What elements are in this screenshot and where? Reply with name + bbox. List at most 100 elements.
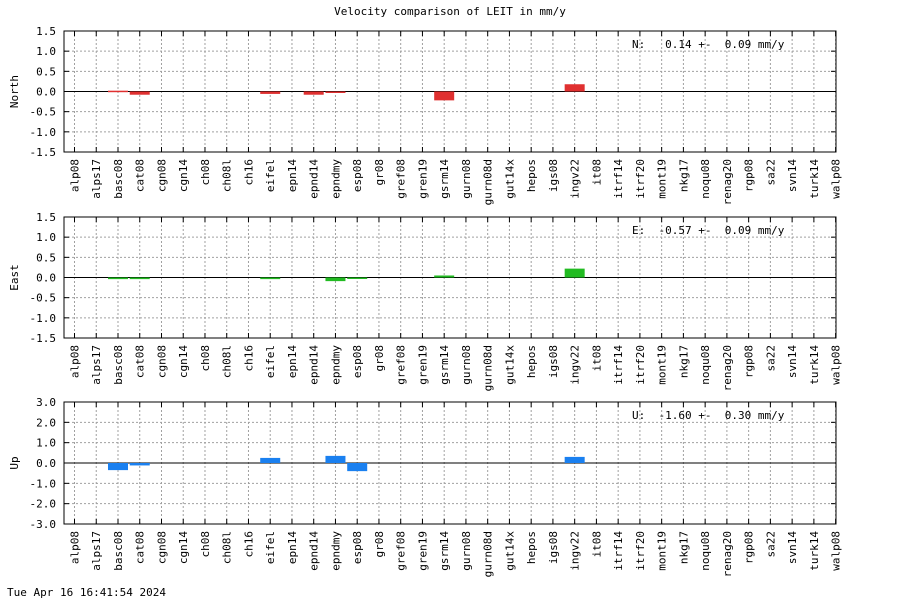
x-tick-label: epn14 — [286, 531, 299, 564]
bar — [260, 457, 281, 463]
x-tick-label: sa22 — [764, 159, 777, 186]
x-tick-label: ch08l — [221, 159, 234, 192]
x-tick-label: ch16 — [242, 531, 255, 558]
x-tick-label: gref08 — [395, 531, 408, 571]
y-tick-label: -1.0 — [30, 312, 57, 325]
x-tick-label: itrf14 — [612, 531, 625, 571]
x-tick-label: turk14 — [808, 159, 821, 199]
x-tick-label: alp08 — [69, 531, 82, 564]
x-tick-label: mont19 — [656, 159, 669, 199]
bar — [347, 463, 368, 472]
x-tick-label: gut14x — [503, 531, 516, 571]
y-axis-label: North — [8, 75, 21, 108]
x-tick-label: itrf20 — [634, 159, 647, 199]
x-tick-label: turk14 — [808, 531, 821, 571]
y-tick-label: 2.0 — [36, 416, 56, 429]
x-tick-label: mont19 — [656, 345, 669, 385]
y-tick-label: -0.5 — [30, 292, 57, 305]
x-tick-label: nkg17 — [677, 159, 690, 192]
x-tick-label: it08 — [590, 345, 603, 372]
x-tick-label: basc08 — [112, 531, 125, 571]
y-tick-label: 0.0 — [36, 457, 56, 470]
x-tick-label: itrf14 — [612, 345, 625, 385]
x-tick-label: gref08 — [395, 345, 408, 385]
x-tick-label: renag20 — [721, 159, 734, 205]
x-tick-label: eifel — [264, 159, 277, 192]
x-tick-label: gurn08d — [482, 159, 495, 205]
y-tick-label: 0.5 — [36, 251, 56, 264]
bar — [107, 277, 128, 280]
bar — [325, 455, 346, 463]
x-tick-label: gref08 — [395, 159, 408, 199]
x-tick-label: epn14 — [286, 345, 299, 378]
y-tick-label: 0.0 — [36, 86, 56, 99]
y-tick-label: -0.5 — [30, 106, 57, 119]
stats-annotation: N: 0.14 +- 0.09 mm/y — [632, 38, 785, 51]
stats-annotation: E: -0.57 +- 0.09 mm/y — [632, 224, 785, 237]
x-tick-label: svn14 — [786, 159, 799, 192]
x-tick-label: epn14 — [286, 159, 299, 192]
x-tick-label: renag20 — [721, 531, 734, 577]
x-tick-label: gren19 — [416, 345, 429, 385]
x-tick-label: igs08 — [547, 159, 560, 192]
x-tick-label: mont19 — [656, 531, 669, 571]
x-tick-label: cat08 — [134, 531, 147, 564]
bar — [564, 268, 585, 278]
x-tick-label: ch08l — [221, 531, 234, 564]
x-tick-label: cgn08 — [155, 159, 168, 192]
bar — [129, 91, 150, 95]
x-tick-label: gsrm14 — [438, 159, 451, 199]
x-tick-label: epnd14 — [308, 345, 321, 385]
bar — [260, 277, 281, 280]
x-tick-label: gurn08 — [460, 159, 473, 199]
x-tick-label: itrf20 — [634, 345, 647, 385]
x-tick-label: gren19 — [416, 531, 429, 571]
bar — [347, 277, 368, 279]
x-tick-label: walp08 — [830, 531, 843, 571]
bar — [107, 90, 128, 93]
x-tick-label: epndmy — [329, 345, 342, 385]
bar — [434, 91, 455, 101]
x-tick-label: rgp08 — [743, 345, 756, 378]
x-tick-label: gr08 — [373, 345, 386, 372]
bar — [325, 91, 346, 93]
x-tick-label: walp08 — [830, 159, 843, 199]
x-tick-label: alps17 — [90, 345, 103, 385]
bar — [564, 456, 585, 463]
bar — [325, 277, 346, 282]
x-tick-label: gurn08d — [482, 345, 495, 391]
x-tick-label: gurn08 — [460, 531, 473, 571]
x-tick-label: gren19 — [416, 159, 429, 199]
x-tick-label: cat08 — [134, 159, 147, 192]
x-tick-label: turk14 — [808, 345, 821, 385]
x-tick-label: esp08 — [351, 159, 364, 192]
x-tick-label: cgn08 — [155, 531, 168, 564]
x-tick-label: cgn14 — [177, 159, 190, 192]
plot-frame — [63, 30, 837, 153]
bar — [434, 275, 455, 278]
x-tick-label: noqu08 — [699, 159, 712, 199]
x-tick-label: epndmy — [329, 531, 342, 571]
y-tick-label: 0.5 — [36, 65, 56, 78]
x-tick-label: gurn08 — [460, 345, 473, 385]
x-tick-label: itrf14 — [612, 159, 625, 199]
y-tick-label: 3.0 — [36, 396, 56, 409]
y-axis-label: East — [8, 264, 21, 291]
plot-frame — [63, 401, 837, 525]
bar — [303, 91, 324, 95]
x-tick-label: cgn14 — [177, 345, 190, 378]
x-tick-label: eifel — [264, 531, 277, 564]
bar — [564, 84, 585, 92]
y-tick-label: 0.0 — [36, 272, 56, 285]
x-tick-label: it08 — [590, 531, 603, 558]
x-tick-label: ch08 — [199, 531, 212, 558]
stats-annotation: U: -1.60 +- 0.30 mm/y — [632, 409, 785, 422]
y-tick-label: 1.5 — [36, 211, 56, 224]
x-tick-label: svn14 — [786, 345, 799, 378]
bar — [107, 463, 128, 471]
y-tick-label: -1.0 — [30, 477, 57, 490]
x-tick-label: nkg17 — [677, 345, 690, 378]
x-tick-label: gut14x — [503, 345, 516, 385]
y-tick-label: -1.0 — [30, 126, 57, 139]
